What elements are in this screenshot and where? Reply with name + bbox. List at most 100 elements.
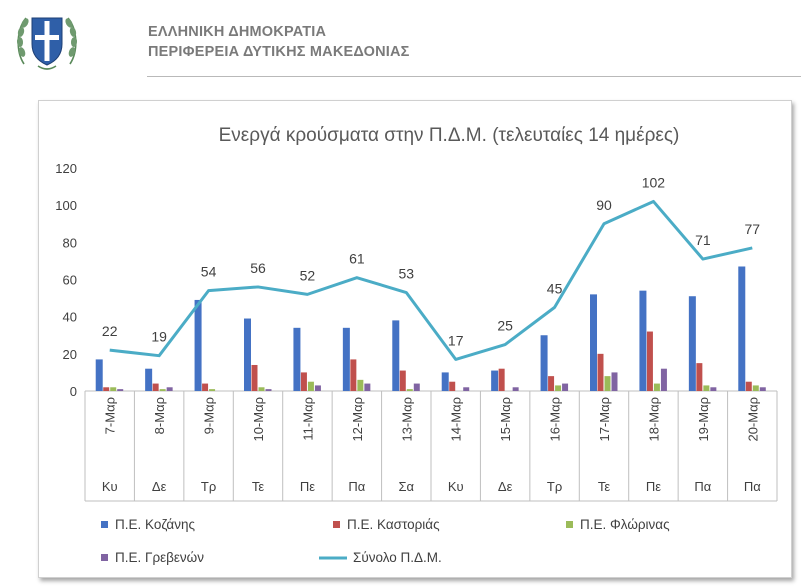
x-tick-label: 18-Μαρ [646, 397, 661, 442]
legend-swatch [101, 521, 108, 528]
bar [293, 328, 300, 391]
bar [266, 389, 272, 391]
x-tick-label: 8-Μαρ [152, 397, 167, 434]
bar [96, 359, 103, 391]
legend-label: Π.Ε. Κοζάνης [115, 517, 195, 532]
y-tick-label: 60 [63, 273, 77, 288]
bar [499, 369, 505, 391]
legend-swatch [566, 521, 573, 528]
x-tick-label: 11-Μαρ [300, 397, 315, 441]
data-label: 19 [151, 329, 167, 345]
bar [463, 387, 469, 391]
bar [647, 332, 653, 391]
bar [746, 382, 752, 391]
page-header: ΕΛΛΗΝΙΚΗ ΔΗΜΟΚΡΑΤΙΑ ΠΕΡΙΦΕΡΕΙΑ ΔΥΤΙΚΗΣ Μ… [0, 0, 801, 80]
bar [202, 384, 208, 391]
day-label: Πα [348, 479, 365, 494]
bar [252, 365, 258, 391]
bar [392, 320, 399, 391]
bar [407, 389, 413, 391]
x-tick-label: 15-Μαρ [498, 397, 513, 442]
legend-label: Σύνολο Π.Δ.Μ. [353, 550, 442, 565]
header-divider [147, 76, 801, 77]
data-label: 22 [102, 323, 118, 339]
y-tick-label: 120 [55, 161, 77, 176]
y-tick-label: 0 [70, 384, 77, 399]
bar [400, 371, 406, 391]
bar [209, 389, 215, 391]
bar [449, 382, 455, 391]
chart: Ενεργά κρούσματα στην Π.Δ.Μ. (τελευταίες… [39, 101, 791, 577]
y-tick-label: 100 [55, 198, 77, 213]
bar [315, 385, 321, 391]
organization-name: ΕΛΛΗΝΙΚΗ ΔΗΜΟΚΡΑΤΙΑ ΠΕΡΙΦΕΡΕΙΑ ΔΥΤΙΚΗΣ Μ… [148, 22, 410, 62]
day-label: Πα [694, 479, 711, 494]
bar [244, 319, 251, 391]
x-tick-label: 19-Μαρ [696, 397, 711, 442]
legend-label: Π.Ε. Καστοριάς [347, 517, 440, 532]
bar [160, 389, 166, 391]
data-label: 61 [349, 251, 365, 267]
bar [689, 296, 696, 391]
bar [513, 387, 519, 391]
bar [301, 372, 307, 391]
day-label: Πε [646, 479, 661, 494]
y-tick-label: 80 [63, 235, 77, 250]
bar [195, 300, 202, 391]
day-label: Κυ [448, 479, 464, 494]
day-label: Τρ [201, 479, 216, 494]
legend-label: Π.Ε. Φλώρινας [580, 517, 670, 532]
day-label: Δε [498, 479, 513, 494]
data-label: 77 [744, 221, 760, 237]
bar [442, 372, 449, 391]
bar [308, 382, 314, 391]
bar [703, 385, 709, 391]
chart-title: Ενεργά κρούσματα στην Π.Δ.Μ. (τελευταίες… [219, 125, 680, 146]
x-tick-label: 13-Μαρ [399, 397, 414, 442]
x-tick-label: 20-Μαρ [745, 397, 760, 442]
bar [654, 384, 660, 391]
bar [605, 376, 611, 391]
day-label: Πε [300, 479, 315, 494]
x-tick-label: 12-Μαρ [350, 397, 365, 442]
data-label: 90 [596, 197, 612, 213]
bar [117, 389, 123, 391]
bar [414, 384, 420, 391]
org-line-2: ΠΕΡΙΦΕΡΕΙΑ ΔΥΤΙΚΗΣ ΜΑΚΕΔΟΝΙΑΣ [148, 42, 410, 62]
x-tick-label: 10-Μαρ [251, 397, 266, 442]
bar [612, 372, 618, 391]
greek-coat-of-arms-icon [14, 8, 80, 74]
bar [357, 380, 363, 391]
bar [562, 384, 568, 391]
legend-swatch [101, 554, 108, 561]
bar [696, 363, 702, 391]
bar [167, 387, 173, 391]
data-label: 45 [547, 280, 563, 296]
x-tick-label: 16-Μαρ [548, 397, 563, 442]
data-label: 54 [201, 264, 217, 280]
y-tick-label: 40 [63, 310, 77, 325]
day-label: Τε [598, 479, 611, 494]
bar [350, 359, 356, 391]
data-label: 102 [642, 174, 666, 190]
series-line-total [110, 201, 753, 359]
bar [110, 387, 116, 391]
data-label: 56 [250, 260, 266, 276]
chart-frame: Ενεργά κρούσματα στην Π.Δ.Μ. (τελευταίες… [38, 100, 792, 578]
data-label: 52 [300, 267, 316, 283]
bar [491, 371, 498, 391]
day-label: Σα [399, 479, 415, 494]
x-tick-label: 14-Μαρ [449, 397, 464, 442]
data-label: 71 [695, 232, 711, 248]
day-label: Τρ [547, 479, 562, 494]
bar [598, 354, 604, 391]
bar [145, 369, 152, 391]
data-label: 17 [448, 332, 464, 348]
bar [364, 384, 370, 391]
bar [639, 291, 646, 391]
x-tick-label: 9-Μαρ [202, 397, 217, 434]
bar [548, 376, 554, 391]
data-label: 25 [497, 318, 513, 334]
bar [760, 387, 766, 391]
day-label: Πα [744, 479, 761, 494]
